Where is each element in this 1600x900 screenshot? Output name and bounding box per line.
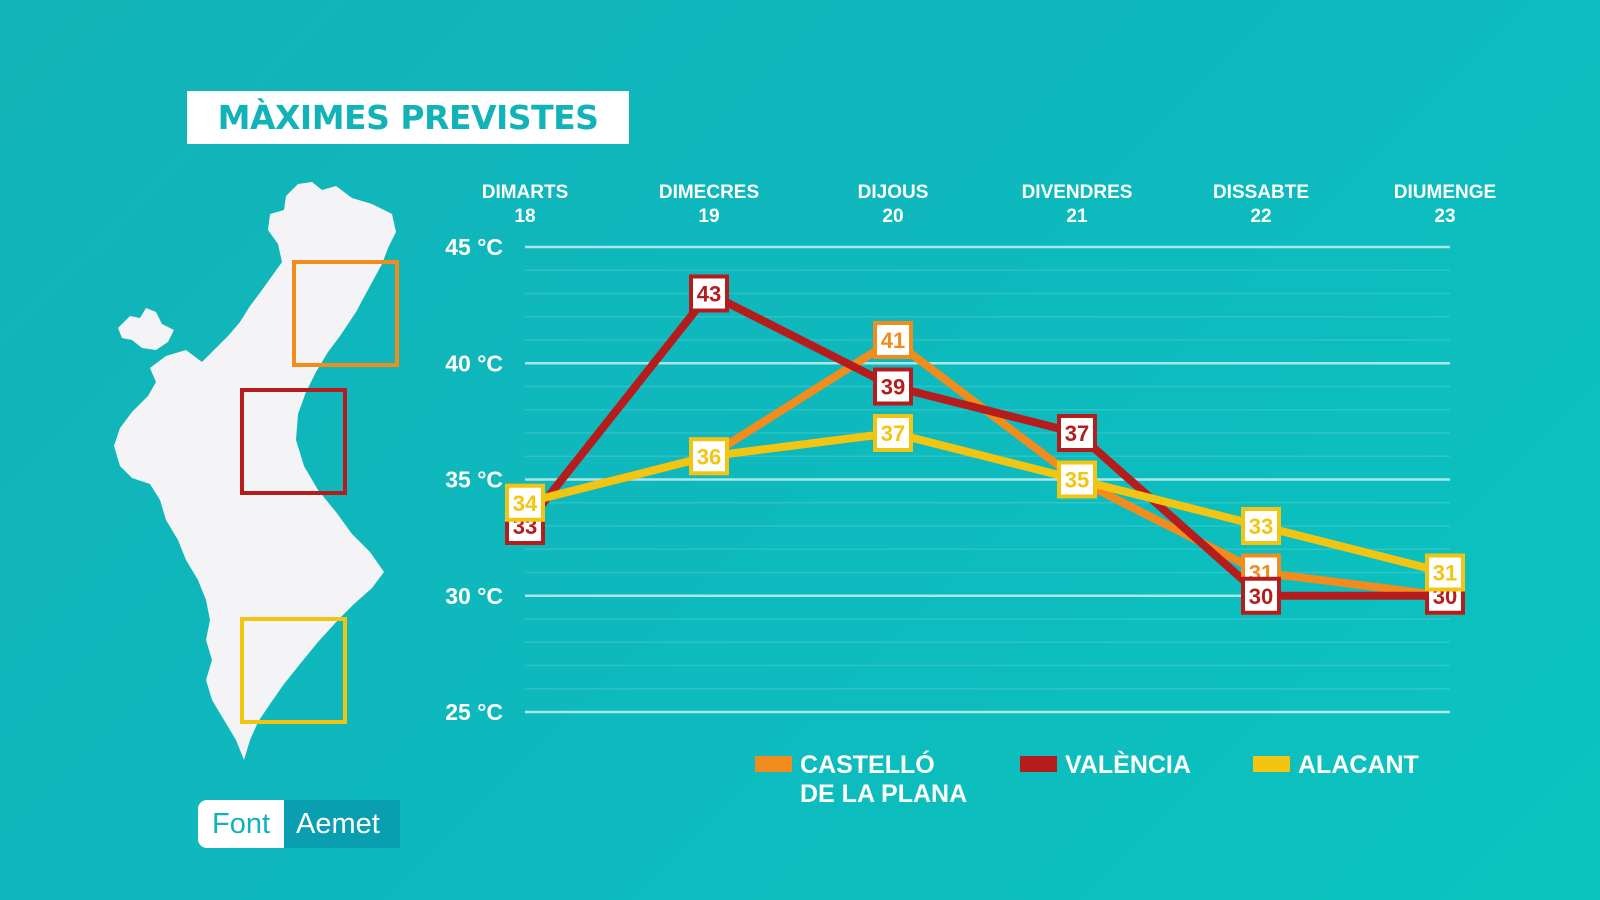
valencian-community-map	[114, 182, 396, 760]
alacant-data-point	[505, 483, 545, 522]
x-tick-date-label: 21	[1066, 206, 1088, 227]
alacant-data-label: 33	[1249, 514, 1273, 539]
alacant-data-label: 31	[1433, 561, 1457, 586]
castello-legend-label: DE LA PLANA	[800, 780, 967, 808]
series-lines	[521, 289, 1446, 600]
castello-legend-label: CASTELLÓ	[800, 749, 935, 779]
x-axis-labels: DIMARTS 18 DIMECRES 19 DIJOUS 20 DIVENDRES 21 DI…	[482, 182, 1496, 227]
x-tick-day-label: DISSABTE	[1213, 182, 1309, 203]
valencia-data-label: 43	[697, 282, 721, 307]
alacant-legend-label: ALACANT	[1298, 751, 1419, 779]
chart-title-text: MÀXIMES PREVISTES	[217, 98, 599, 137]
chart-title: MÀXIMES PREVISTES	[187, 91, 629, 144]
alacant-data-point	[1425, 553, 1465, 592]
castello-data-point	[873, 321, 913, 359]
y-tick-label: 25 °C	[445, 699, 503, 725]
rincon-de-ademuz-enclave	[118, 308, 174, 350]
x-tick-date-label: 22	[1250, 206, 1271, 227]
x-tick-date-label: 18	[514, 206, 535, 227]
alacant-data-point	[1241, 507, 1281, 545]
y-tick-label: 35 °C	[445, 467, 503, 493]
x-tick-date-label: 19	[698, 206, 719, 227]
valencia-region-box	[240, 388, 347, 495]
valencia-data-label: 39	[881, 375, 905, 400]
valencia-legend-swatch	[1020, 756, 1057, 772]
series-markers: 343641353130334339373030343637353331	[505, 274, 1465, 615]
y-axis-labels: 45 °C 40 °C 35 °C 30 °C 25 °C	[445, 234, 503, 725]
valencia-data-point	[689, 274, 729, 313]
alacant-data-point	[1057, 460, 1097, 499]
x-tick-date-label: 23	[1434, 206, 1455, 227]
x-tick-day-label: DIJOUS	[858, 182, 929, 203]
castello-data-label: 41	[881, 328, 905, 353]
valencia-legend-label: VALÈNCIA	[1065, 750, 1191, 779]
valencia-series-line	[521, 289, 1445, 600]
y-tick-label: 30 °C	[445, 583, 503, 609]
alacant-data-label: 35	[1065, 468, 1089, 493]
x-tick-day-label: DIVENDRES	[1022, 182, 1133, 203]
x-tick-day-label: DIUMENGE	[1394, 182, 1496, 203]
x-tick-date-label: 20	[882, 206, 903, 227]
castello-region-box	[292, 260, 399, 367]
castello-legend-swatch	[755, 756, 792, 772]
valencia-data-label: 37	[1065, 421, 1089, 446]
chart-grid	[525, 245, 1450, 714]
alacant-data-label: 36	[697, 444, 721, 469]
y-tick-label: 45 °C	[445, 234, 503, 260]
alacant-region-box	[240, 617, 347, 724]
valencia-data-point	[873, 367, 913, 406]
alacant-data-point	[873, 414, 913, 452]
alacant-legend-swatch	[1253, 756, 1290, 772]
y-tick-label: 40 °C	[445, 350, 503, 376]
x-tick-day-label: DIMARTS	[482, 182, 569, 203]
x-tick-day-label: DIMECRES	[659, 182, 759, 203]
valencia-data-label: 30	[1249, 584, 1273, 609]
region-map	[114, 182, 399, 760]
alacant-data-label: 37	[881, 421, 905, 446]
alacant-series-line	[524, 429, 1446, 577]
source-badge: Font Aemet	[198, 800, 400, 848]
alacant-data-point	[689, 437, 729, 476]
valencia-data-point	[1057, 414, 1097, 452]
valencia-data-point	[1241, 576, 1281, 615]
source-value: Aemet	[284, 800, 400, 848]
alacant-data-label: 34	[513, 491, 538, 516]
source-label: Font	[198, 800, 285, 848]
